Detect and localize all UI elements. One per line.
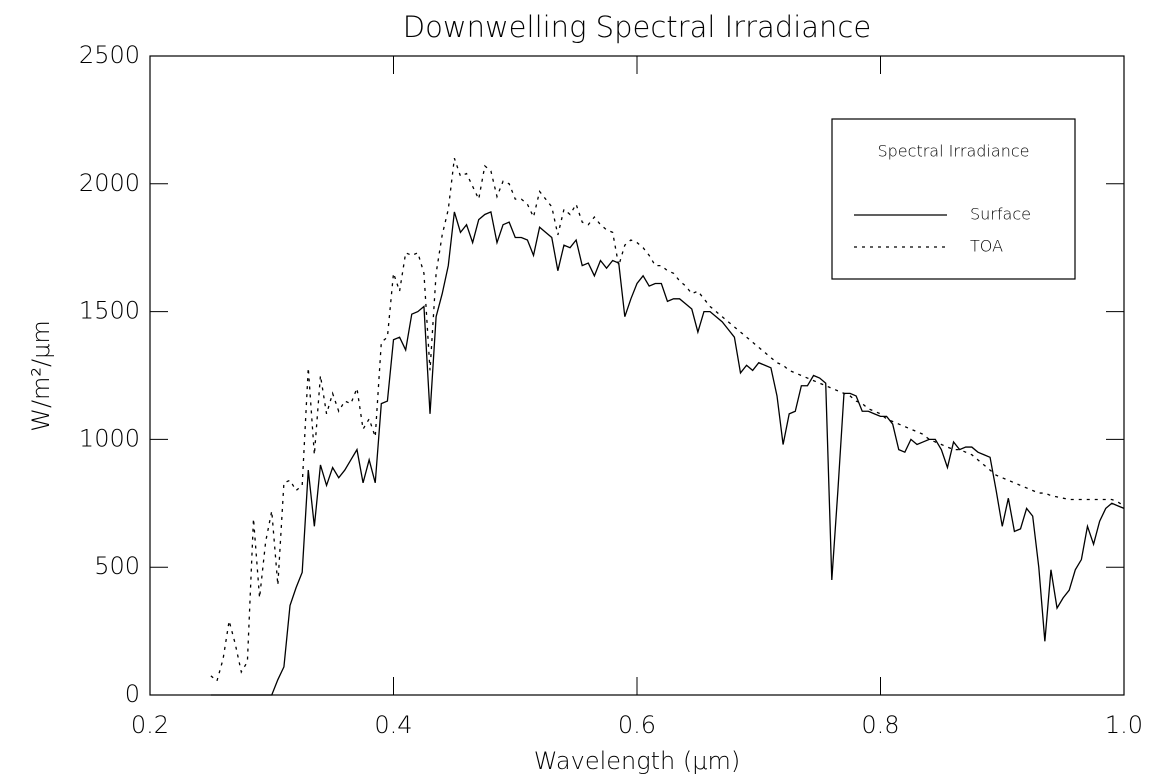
legend-label: Surface — [970, 205, 1031, 224]
x-tick-label: 0.2 — [131, 711, 169, 739]
y-tick-label: 1500 — [79, 297, 140, 325]
x-tick-label: 0.8 — [861, 711, 899, 739]
legend-title: Spectral Irradiance — [877, 142, 1029, 161]
y-tick-label: 0 — [125, 680, 140, 708]
x-tick-label: 0.6 — [618, 711, 656, 739]
y-tick-label: 2000 — [79, 169, 140, 197]
legend-box — [831, 118, 1076, 280]
x-axis-label: Wavelength (μm) — [534, 747, 741, 775]
legend-label: TOA — [970, 237, 1003, 256]
series-line — [210, 158, 1125, 683]
x-tick-label: 1.0 — [1105, 711, 1143, 739]
y-axis-label: W/m²/μm — [27, 320, 55, 432]
y-tick-label: 1000 — [79, 424, 140, 452]
y-tick-label: 2500 — [79, 41, 140, 69]
y-tick-label: 500 — [94, 552, 140, 580]
x-tick-label: 0.4 — [374, 711, 412, 739]
series-line — [210, 211, 1125, 696]
chart-title: Downwelling Spectral Irradiance — [403, 10, 871, 44]
